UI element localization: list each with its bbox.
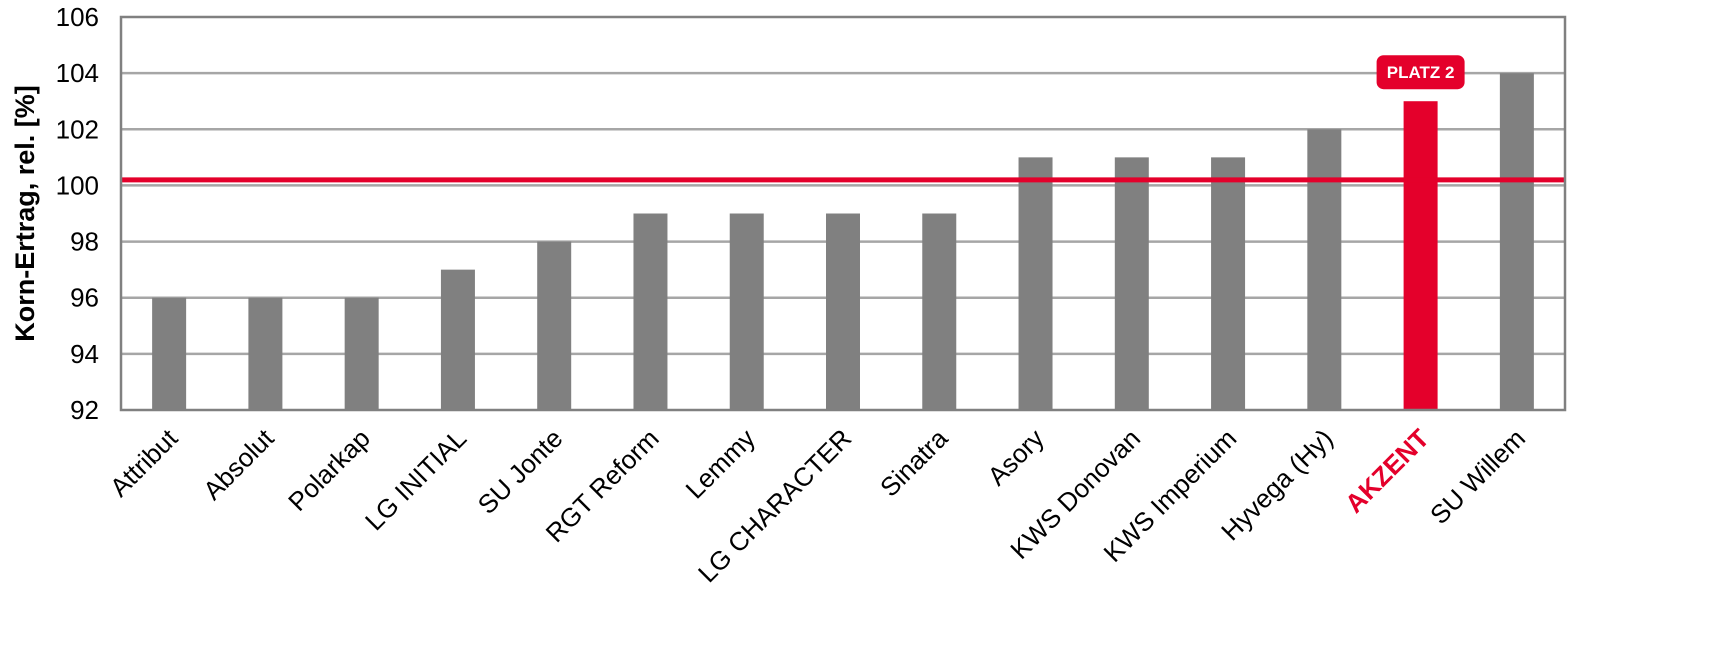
x-tick-label: Absolut [197, 422, 280, 505]
bars [152, 73, 1534, 411]
x-tick-label: LG INITIAL [359, 423, 472, 536]
x-tick-label: Sinatra [874, 423, 954, 503]
x-tick-label: SU Willem [1424, 423, 1531, 530]
bar [922, 213, 957, 410]
bar [440, 269, 475, 410]
bar [537, 241, 572, 410]
y-axis-ticks: 92 94 96 98 100 102 104 106 [56, 2, 99, 425]
x-tick-label: Lemmy [679, 423, 760, 504]
y-axis-label: Korn-Ertrag, rel. [%] [10, 85, 40, 342]
y-tick-label: 92 [70, 395, 99, 425]
bar [1114, 157, 1149, 410]
platz-badge-label: PLATZ 2 [1387, 63, 1455, 82]
y-tick-label: 96 [70, 283, 99, 313]
x-tick-label: Attribut [104, 422, 184, 502]
x-tick-label: Asory [982, 423, 1050, 491]
bar [1211, 157, 1246, 410]
bar [248, 297, 283, 410]
y-tick-label: 106 [56, 2, 99, 32]
platz-badge-box [1376, 55, 1465, 90]
bar [633, 213, 668, 410]
y-tick-label: 94 [70, 339, 99, 369]
y-tick-label: 104 [56, 58, 99, 88]
bar [344, 297, 379, 410]
x-tick-label: SU Jonte [472, 423, 569, 520]
platz-badge: PLATZ 2 [1376, 55, 1465, 90]
bar-highlight [1403, 101, 1438, 410]
bar [1018, 157, 1053, 410]
bar [826, 213, 860, 410]
y-tick-label: 98 [70, 227, 99, 257]
y-tick-label: 100 [56, 170, 99, 200]
plot-frame [119, 15, 1567, 412]
bar [1499, 73, 1534, 411]
bar [729, 213, 764, 410]
x-tick-label: Polarkap [282, 423, 376, 517]
bar [152, 297, 187, 410]
y-tick-label: 102 [56, 114, 99, 144]
x-tick-label: AKZENT [1339, 423, 1435, 519]
bar [1307, 129, 1342, 411]
